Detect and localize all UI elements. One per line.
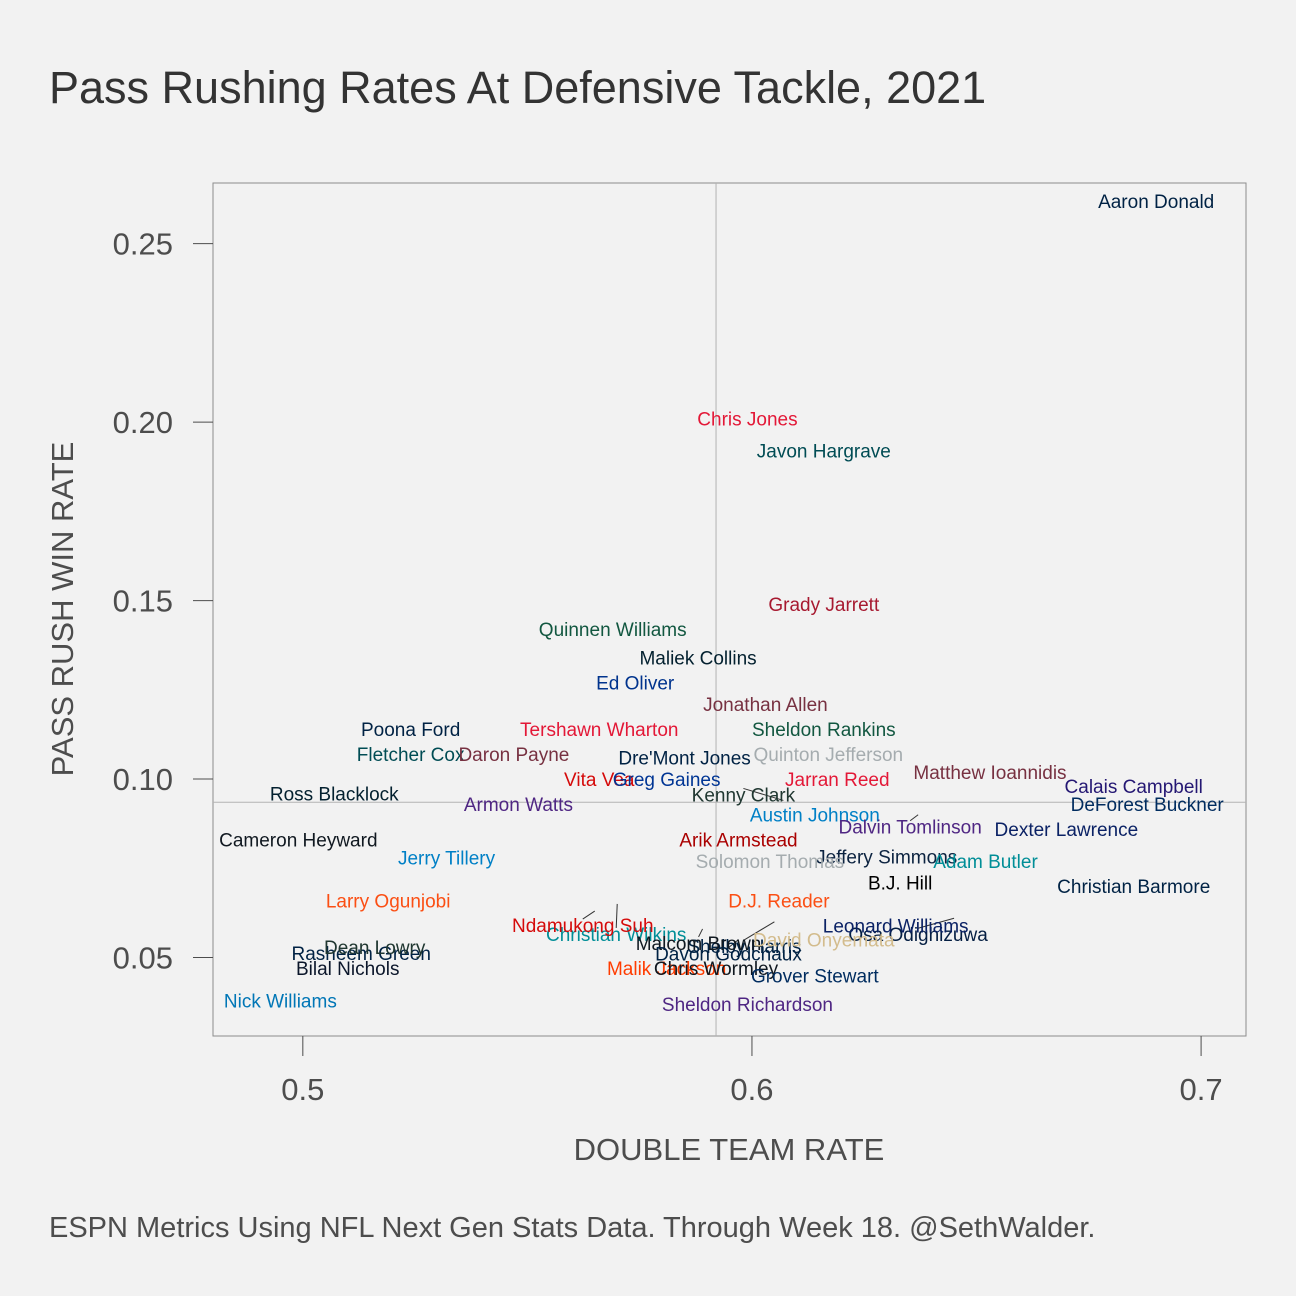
point-label: D.J. Reader	[728, 891, 830, 912]
point-label: Ed Oliver	[596, 674, 675, 695]
y-tick-label: 0.25	[113, 227, 173, 262]
y-tick-label: 0.05	[113, 940, 173, 975]
reference-lines	[213, 183, 1246, 1036]
point-label: Malik Jackson	[607, 959, 726, 980]
point-label: Javon Hargrave	[757, 442, 891, 463]
point-label: Malcom Brown	[636, 934, 762, 955]
y-tick-label: 0.20	[113, 405, 173, 440]
point-label: Solomon Thomas	[696, 852, 845, 873]
leader-lines	[360, 787, 955, 949]
axes: 0.05 0.10 0.15 0.20 0.25 0.5 0.6 0.7	[113, 182, 1247, 1107]
point-label: Christian Wilkins	[546, 925, 686, 946]
point-label: Jerry Tillery	[398, 849, 496, 870]
point-label: Jarran Reed	[785, 770, 890, 791]
point-label: Kenny Clark	[692, 785, 796, 806]
point-label: Chris Wormley	[654, 959, 779, 980]
point-label: Maliek Collins	[639, 649, 756, 670]
x-tick-label: 0.7	[1180, 1072, 1223, 1107]
point-label: Sheldon Rankins	[752, 720, 896, 741]
leader-line	[615, 903, 618, 928]
point-label: Daron Payne	[458, 745, 569, 766]
point-label: Jeffery Simmons	[816, 847, 957, 868]
point-label: Chris Jones	[697, 410, 797, 431]
point-label: DeForest Buckner	[1071, 795, 1225, 816]
point-label: Calais Campbell	[1065, 777, 1203, 798]
leader-line	[582, 910, 596, 920]
x-tick-label: 0.5	[281, 1072, 324, 1107]
point-label: Austin Johnson	[750, 806, 880, 827]
point-label: Jonathan Allen	[703, 695, 828, 716]
point-label: Aaron Donald	[1098, 192, 1214, 213]
point-label: Quinton Jefferson	[753, 745, 903, 766]
point-label: Osa Odighizuwa	[848, 925, 988, 946]
point-label: Nick Williams	[224, 991, 337, 1012]
point-label: Leonard Williams	[823, 916, 969, 937]
point-label: Armon Watts	[464, 795, 573, 816]
leader-line	[917, 917, 955, 929]
point-label: Christian Barmore	[1057, 877, 1210, 898]
point-label: B.J. Hill	[868, 874, 932, 895]
plot-border	[212, 182, 1247, 1037]
point-label: Dalvin Tomlinson	[838, 818, 981, 839]
point-label: Grady Jarrett	[768, 595, 880, 616]
leader-line	[743, 787, 784, 801]
point-label: Ross Blacklock	[270, 784, 399, 805]
leader-line	[698, 928, 703, 938]
y-axis-title: PASS RUSH WIN RATE	[45, 442, 80, 777]
point-label: Cameron Heyward	[219, 831, 377, 852]
point-label: Larry Ogunjobi	[326, 891, 451, 912]
point-label: Dexter Lawrence	[995, 820, 1139, 841]
point-label: David Onyemata	[753, 931, 895, 952]
point-label: Adam Butler	[933, 852, 1038, 873]
chart-caption: ESPN Metrics Using NFL Next Gen Stats Da…	[49, 1212, 1096, 1244]
point-label: Quinnen Williams	[539, 620, 687, 641]
point-label: Ndamukong Suh	[512, 916, 654, 937]
point-label: Davon Godchaux	[655, 945, 802, 966]
point-label: Tershawn Wharton	[520, 720, 678, 741]
leader-line	[728, 939, 739, 949]
chart-title: Pass Rushing Rates At Defensive Tackle, …	[49, 62, 987, 113]
point-label: Dre'Mont Jones	[618, 749, 750, 770]
point-label: Grover Stewart	[751, 966, 879, 987]
leader-line	[744, 921, 775, 941]
x-axis-title: DOUBLE TEAM RATE	[574, 1132, 885, 1167]
point-label: Dean Lowry	[324, 938, 426, 959]
y-tick-label: 0.10	[113, 762, 173, 797]
point-label: Sheldon Richardson	[662, 995, 833, 1016]
x-tick-label: 0.6	[730, 1072, 773, 1107]
point-label: Arik Armstead	[679, 831, 797, 852]
point-label: Bilal Nichols	[296, 959, 399, 980]
point-label: Matthew Ioannidis	[913, 763, 1066, 784]
point-label: Fletcher Cox	[357, 745, 465, 766]
point-labels: Aaron Donald Chris Jones Javon Hargrave Gra…	[219, 192, 1224, 1016]
point-label: Rasheem Green	[292, 944, 431, 965]
leader-line	[909, 814, 919, 822]
y-tick-label: 0.15	[113, 584, 173, 619]
point-label: Vita Vea	[564, 770, 635, 791]
point-label: Greg Gaines	[613, 770, 721, 791]
point-label: Poona Ford	[361, 720, 460, 741]
point-label: Shelby Harris	[687, 937, 801, 958]
